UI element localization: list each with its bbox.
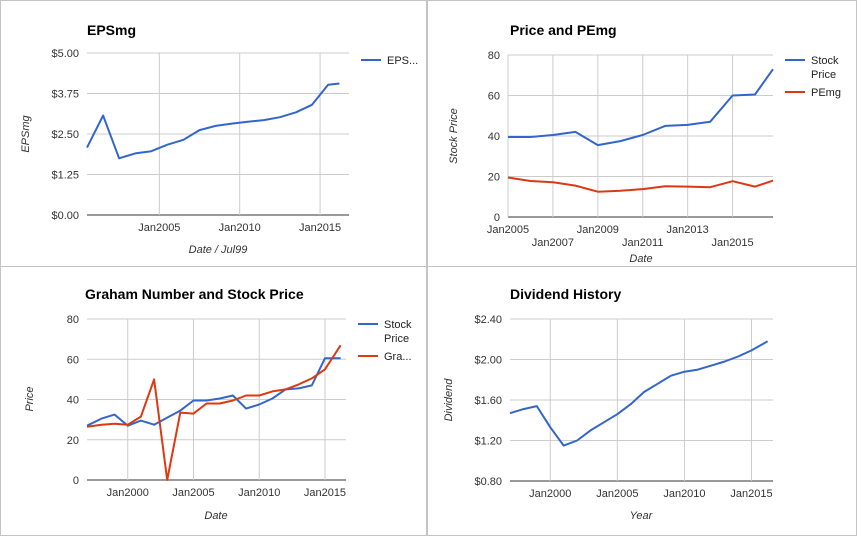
graham-y-tick-label: 60: [67, 354, 79, 366]
graham-legend-label-1: Stock Price: [384, 319, 412, 345]
graham-y-tick-label: 0: [73, 475, 79, 487]
graham-y-tick-label: 80: [67, 314, 79, 326]
dividend-title: Dividend History: [510, 286, 621, 302]
graham-series-line-1: [86, 357, 341, 427]
graham-x-tick-label: Jan2010: [238, 487, 280, 499]
price-pemg-x-tick-label: Jan2013: [667, 224, 709, 236]
dividend-history-chart: Dividend History $0.80 $1.20 $1.60 $2.00 $2.4…: [443, 286, 773, 522]
graham-y-tick-label: 20: [67, 435, 79, 447]
price-pemg-chart: Price and PEmg020406080Jan2005Jan2007Jan…: [448, 22, 841, 265]
epsmg-title: EPSmg: [87, 22, 136, 38]
epsmg-chart: EPSmg $0.00 $1.25 $2.50 $3.75 $5.00 Jan2005 Jan…: [20, 22, 418, 256]
graham-x-tick-label: Jan2005: [172, 487, 214, 499]
dividend-x-tick-label: Jan2015: [730, 488, 772, 500]
price-pemg-y-tick-label: 40: [488, 131, 500, 143]
epsmg-y-tick-label: $1.25: [51, 170, 79, 182]
chart-panel-price-pemg: Price and PEmg 0 20 40 60 80 Jan2005 Jan2007 Jan…: [427, 0, 857, 267]
graham-series-line-2: [86, 344, 342, 481]
epsmg-x-tick-label: Jan2010: [219, 222, 261, 234]
graham-y-axis-label: Price: [24, 386, 36, 411]
dividend-y-tick-label: $2.00: [474, 355, 502, 367]
epsmg-y-axis-label: EPSmg: [20, 114, 32, 152]
dividend-y-tick-label: $1.20: [474, 436, 502, 448]
price-pemg-legend-label-2: PEmg: [811, 87, 841, 99]
price-pemg-title: Price and PEmg: [510, 22, 617, 38]
price-pemg-x-tick-label: Jan2011: [622, 237, 663, 249]
chart-panel-graham-number: Graham Number and Stock Price 0 20 40 60 80 Ja…: [0, 266, 427, 536]
dividend-y-tick-label: $0.80: [474, 476, 502, 488]
price-pemg-y-tick-label: 80: [488, 50, 500, 62]
chart-panel-dividend-history: Dividend History $0.80 $1.20 $1.60 $2.00 $2.4…: [427, 266, 857, 536]
graham-y-tick-label: 40: [67, 395, 79, 407]
dividend-y-axis-label: Dividend: [443, 378, 455, 422]
price-pemg-y-tick-label: 60: [488, 91, 500, 103]
price-pemg-x-tick-label: Jan2005: [487, 224, 529, 236]
price-pemg-x-axis-label: Date: [629, 253, 652, 265]
price-pemg-y-tick-label: 0: [494, 212, 500, 224]
dividend-x-tick-label: Jan2000: [529, 488, 571, 500]
graham-x-tick-label: Jan2000: [107, 487, 149, 499]
epsmg-y-tick-label: $5.00: [51, 48, 79, 60]
epsmg-y-tick-label: $3.75: [51, 89, 79, 101]
graham-number-chart: Graham Number and Stock Price 0 20 40 60 80 Ja…: [24, 286, 412, 522]
price-pemg-x-tick-label: Jan2007: [532, 237, 574, 249]
epsmg-series-line-1: [86, 82, 340, 160]
epsmg-legend-label-1: EPS...: [387, 55, 418, 67]
price-pemg-legend-label-1: Stock Price: [811, 55, 839, 81]
dividend-x-tick-label: Jan2005: [596, 488, 638, 500]
dividend-x-tick-label: Jan2010: [663, 488, 705, 500]
epsmg-y-tick-label: $2.50: [51, 129, 79, 141]
chart-panel-epsmg: EPSmg $0.00 $1.25 $2.50 $3.75 $5.00 Jan2005 Jan…: [0, 0, 427, 267]
graham-title: Graham Number and Stock Price: [85, 286, 304, 302]
price-pemg-series-line-1: [508, 68, 774, 147]
dividend-x-axis-label: Year: [630, 510, 654, 522]
epsmg-x-tick-label: Jan2005: [138, 222, 180, 234]
dividend-y-tick-label: $1.60: [474, 395, 502, 407]
dividend-y-tick-label: $2.40: [474, 314, 502, 326]
epsmg-y-tick-label: $0.00: [51, 210, 79, 222]
graham-x-tick-label: Jan2015: [304, 487, 346, 499]
epsmg-x-tick-label: Jan2015: [299, 222, 341, 234]
graham-x-axis-label: Date: [204, 510, 227, 522]
price-pemg-y-tick-label: 20: [488, 172, 500, 184]
price-pemg-x-tick-label: Jan2009: [577, 224, 619, 236]
graham-legend-label-2: Gra...: [384, 351, 412, 363]
price-pemg-series-line-2: [507, 176, 774, 193]
epsmg-x-axis-label: Date / Jul99: [189, 244, 248, 256]
dividend-series-line-1: [509, 340, 769, 447]
price-pemg-x-tick-label: Jan2015: [711, 237, 753, 249]
price-pemg-y-axis-label: Stock Price: [448, 108, 460, 164]
